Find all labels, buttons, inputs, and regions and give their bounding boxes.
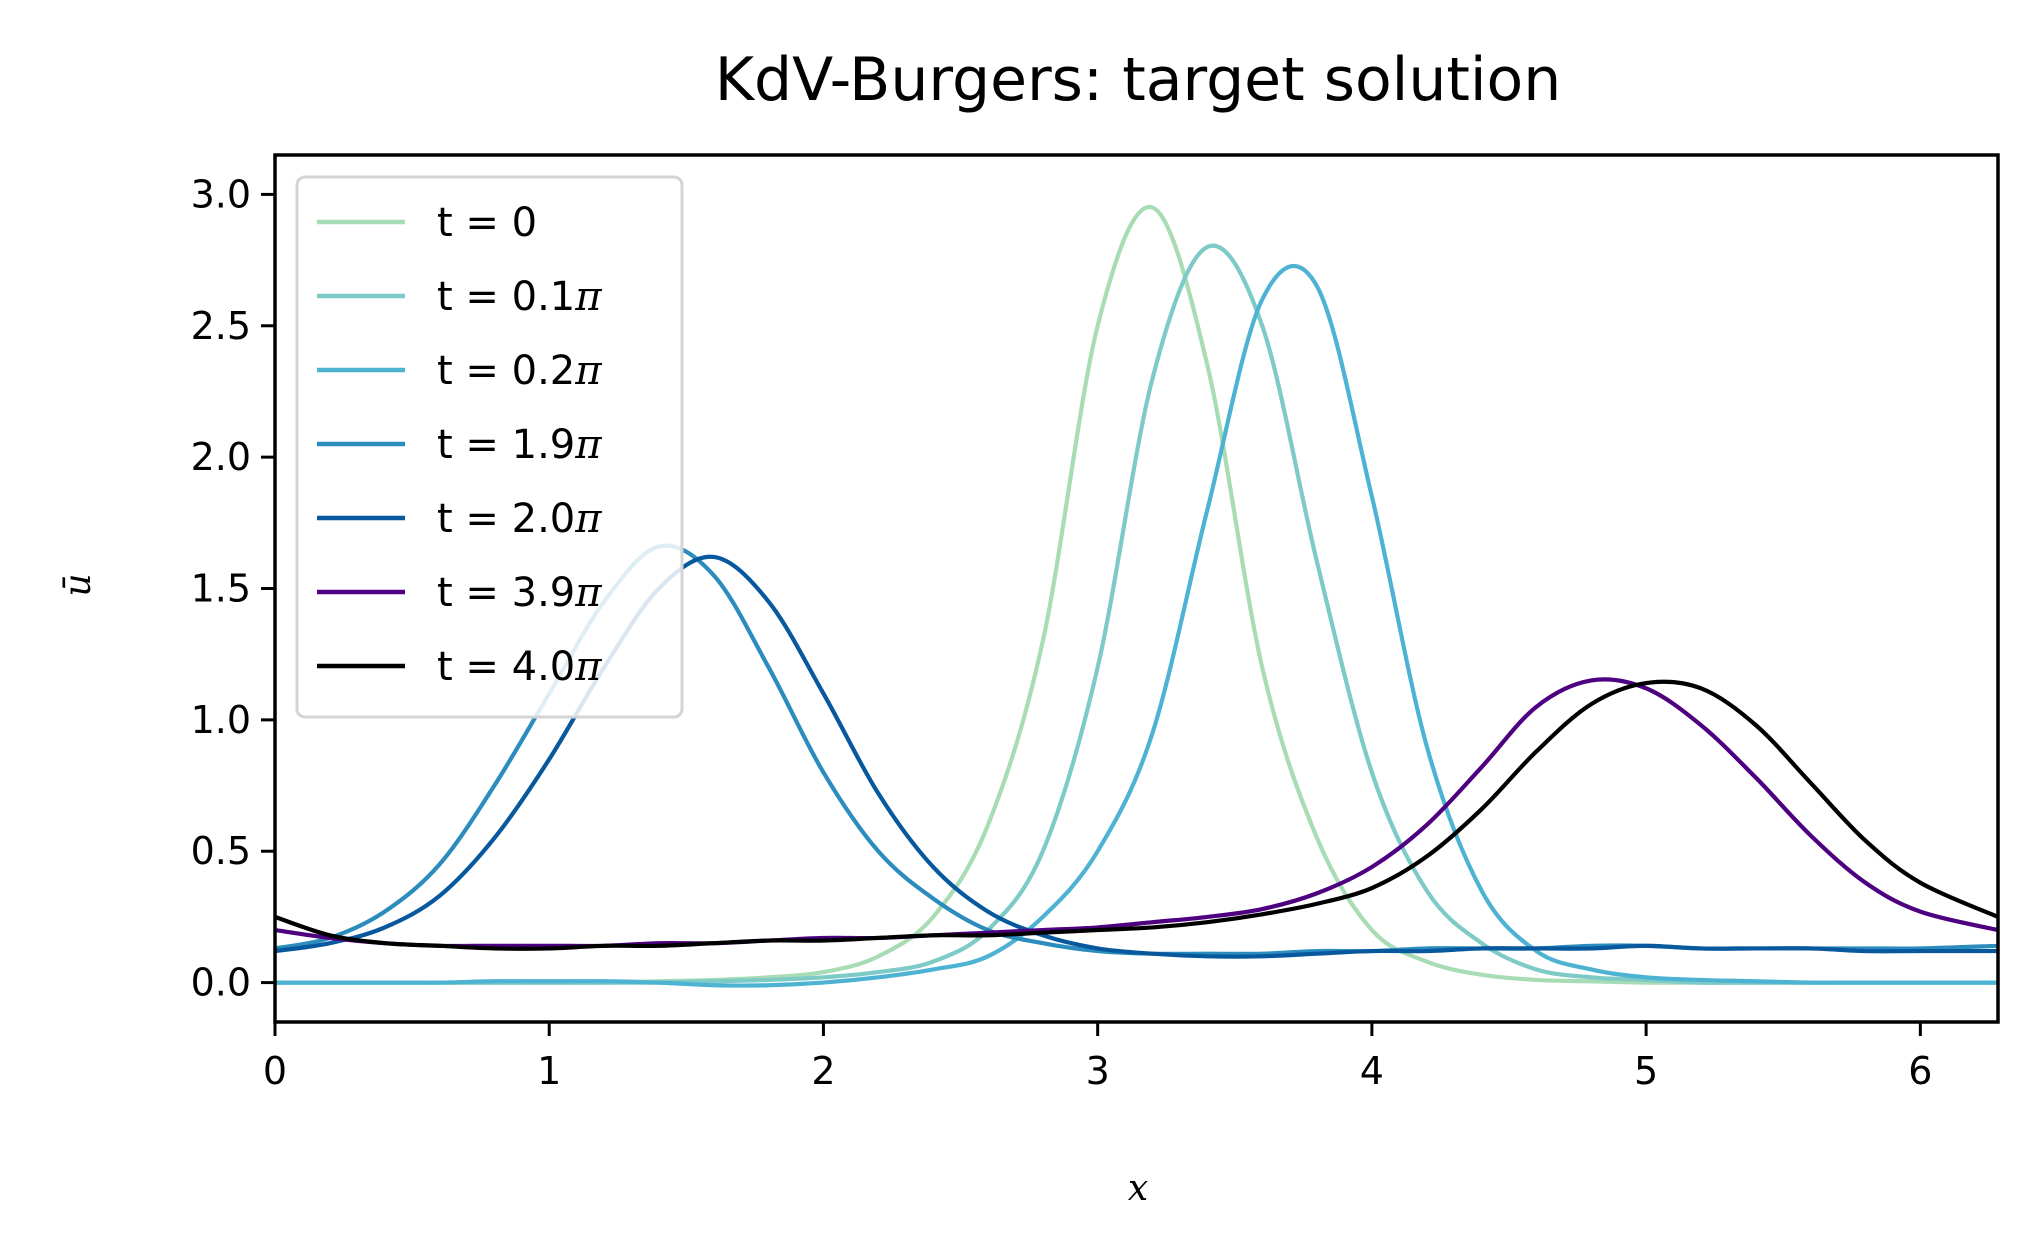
x-tick-label: 5	[1634, 1049, 1658, 1093]
y-tick-label: 1.5	[191, 567, 251, 611]
y-tick-label: 2.5	[191, 304, 251, 348]
legend: t = 0 t = 0.1π t = 0.2π t = 1.9π t = 2.0π t =…	[295, 175, 684, 719]
chart-title: KdV-Burgers: target solution	[715, 45, 1562, 115]
legend-entry-1: t = 0.1π	[437, 274, 602, 320]
y-axis-label: ū	[58, 573, 99, 596]
legend-entry-6: t = 4.0π	[437, 644, 602, 690]
y-tick-label: 0.0	[191, 961, 251, 1005]
legend-box	[295, 175, 684, 719]
y-tick-label: 3.0	[191, 172, 251, 216]
series-line-2	[275, 263, 1998, 988]
x-axis-label: x	[1128, 1168, 1148, 1209]
legend-entry-0: t = 0	[437, 200, 537, 246]
legend-entry-2: t = 0.2π	[437, 348, 602, 394]
legend-entry-5: t = 3.9π	[437, 570, 602, 616]
legend-entry-3: t = 1.9π	[437, 422, 602, 468]
x-tick-label: 2	[811, 1049, 835, 1093]
x-tick-label: 0	[263, 1049, 287, 1093]
x-tick-label: 1	[537, 1049, 561, 1093]
x-tick-label: 4	[1360, 1049, 1384, 1093]
plot-area: 0 1 2 3 4 5 6 0.0 0.5 1.0 1.5 2.0 2.5 3.0 t = 0 t = 0.1…	[191, 153, 2000, 1093]
y-tick-label: 1.0	[191, 698, 251, 742]
series-line-4	[275, 554, 1998, 959]
y-tick-label: 0.5	[191, 829, 251, 873]
x-tick-label: 6	[1908, 1049, 1932, 1093]
x-tick-label: 3	[1086, 1049, 1110, 1093]
y-tick-label: 2.0	[191, 435, 251, 479]
series-line-6	[275, 679, 1998, 951]
legend-entry-4: t = 2.0π	[437, 496, 602, 542]
